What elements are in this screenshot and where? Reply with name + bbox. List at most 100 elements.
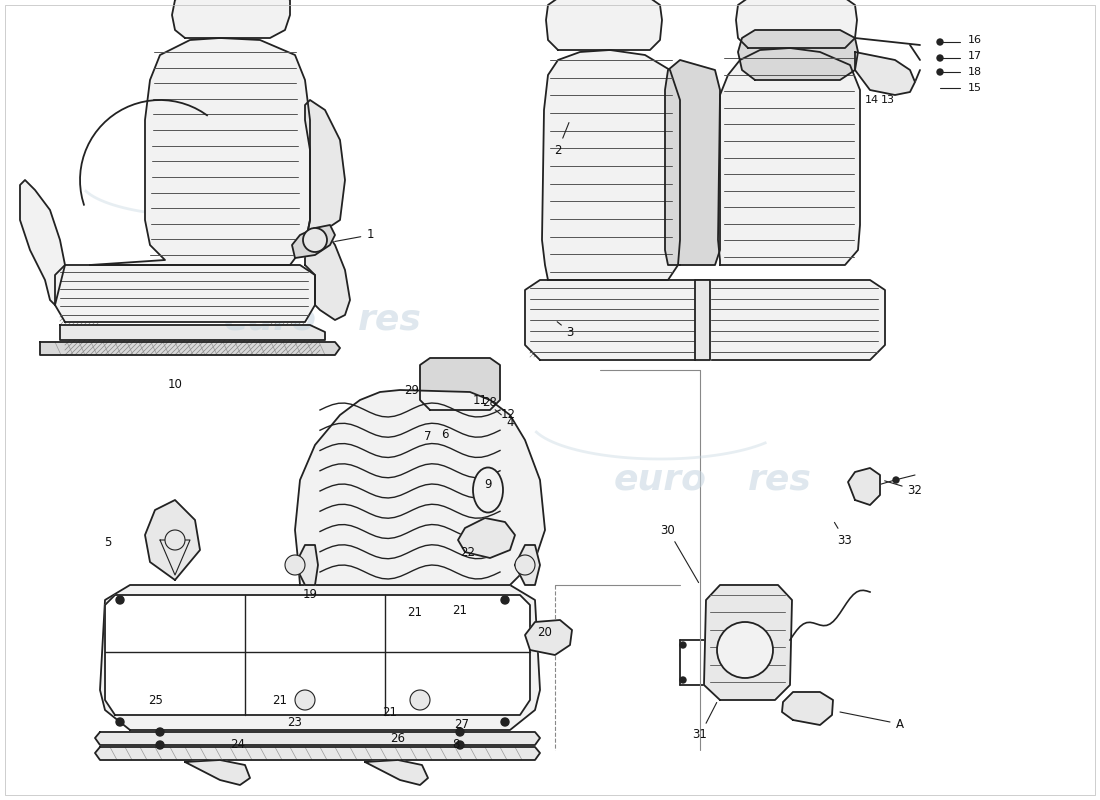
Polygon shape [20,180,65,305]
Text: 17: 17 [968,51,982,61]
Circle shape [165,530,185,550]
Polygon shape [738,30,858,80]
Polygon shape [525,620,572,655]
Circle shape [680,642,686,648]
Text: 27: 27 [454,718,470,731]
Circle shape [116,596,124,604]
Circle shape [937,39,943,45]
Polygon shape [100,585,540,730]
Circle shape [302,228,327,252]
Bar [270,270,305,325]
Text: 21: 21 [407,606,422,618]
Polygon shape [515,545,540,585]
Polygon shape [145,500,200,580]
Polygon shape [704,585,792,700]
Circle shape [116,718,124,726]
Text: 9: 9 [484,478,492,491]
Polygon shape [718,48,860,265]
Text: 8: 8 [452,738,460,751]
Polygon shape [185,760,250,785]
Text: res: res [359,303,422,337]
Polygon shape [695,280,710,360]
Polygon shape [95,747,540,760]
Polygon shape [666,60,720,265]
Circle shape [937,55,943,61]
Text: 23: 23 [287,715,303,729]
Polygon shape [855,52,915,95]
Text: 11: 11 [473,394,487,406]
Circle shape [717,622,773,678]
Text: 32: 32 [884,481,923,497]
Polygon shape [295,545,318,585]
Bar [425,362,495,407]
Text: 33: 33 [835,522,852,546]
Polygon shape [542,50,680,280]
Circle shape [500,596,509,604]
Text: 10: 10 [167,378,183,391]
Text: 30: 30 [661,523,698,582]
Text: 19: 19 [302,589,318,602]
Text: 28: 28 [483,395,497,409]
Polygon shape [95,732,540,745]
Circle shape [680,677,686,683]
Text: 20: 20 [538,626,552,638]
Polygon shape [546,0,662,50]
Text: 13: 13 [881,95,895,105]
Polygon shape [305,100,345,245]
Text: 25: 25 [148,694,164,706]
Bar [748,33,848,77]
Text: 14: 14 [865,95,879,105]
Polygon shape [305,230,350,320]
Ellipse shape [473,467,503,513]
Text: 26: 26 [390,731,406,745]
Polygon shape [365,760,428,785]
Circle shape [893,477,899,483]
Circle shape [295,690,315,710]
Bar [530,285,585,357]
Polygon shape [292,225,336,258]
Text: 24: 24 [231,738,245,751]
Polygon shape [90,38,310,265]
Circle shape [156,741,164,749]
Text: 2: 2 [554,122,569,157]
Circle shape [410,690,430,710]
Text: 1: 1 [334,229,374,242]
Text: 12: 12 [500,409,516,422]
Text: 5: 5 [104,535,112,549]
Text: A: A [896,718,904,731]
Text: 4: 4 [495,410,514,429]
Text: 7: 7 [425,430,431,443]
Circle shape [937,69,943,75]
Text: euro: euro [614,463,706,497]
Polygon shape [104,595,530,715]
Circle shape [456,741,464,749]
Text: 6: 6 [441,429,449,442]
Polygon shape [40,342,340,355]
Polygon shape [172,0,290,38]
Circle shape [285,555,305,575]
Polygon shape [848,468,880,505]
Bar [815,285,870,357]
Polygon shape [55,265,315,322]
Text: 3: 3 [558,322,574,338]
Polygon shape [60,325,324,340]
Circle shape [156,728,164,736]
Text: euro: euro [223,303,317,337]
Polygon shape [420,358,500,410]
Circle shape [515,555,535,575]
Bar [60,270,100,325]
Text: 21: 21 [452,603,468,617]
Text: 18: 18 [968,67,982,77]
Polygon shape [295,390,544,585]
Text: 29: 29 [405,383,419,397]
Text: res: res [748,463,812,497]
Bar [65,340,320,355]
Text: 21: 21 [383,706,397,718]
Text: 22: 22 [461,546,475,558]
Polygon shape [736,0,857,48]
Bar [670,72,716,262]
Polygon shape [525,280,886,360]
Circle shape [500,718,509,726]
Polygon shape [782,692,833,725]
Text: 15: 15 [968,83,982,93]
